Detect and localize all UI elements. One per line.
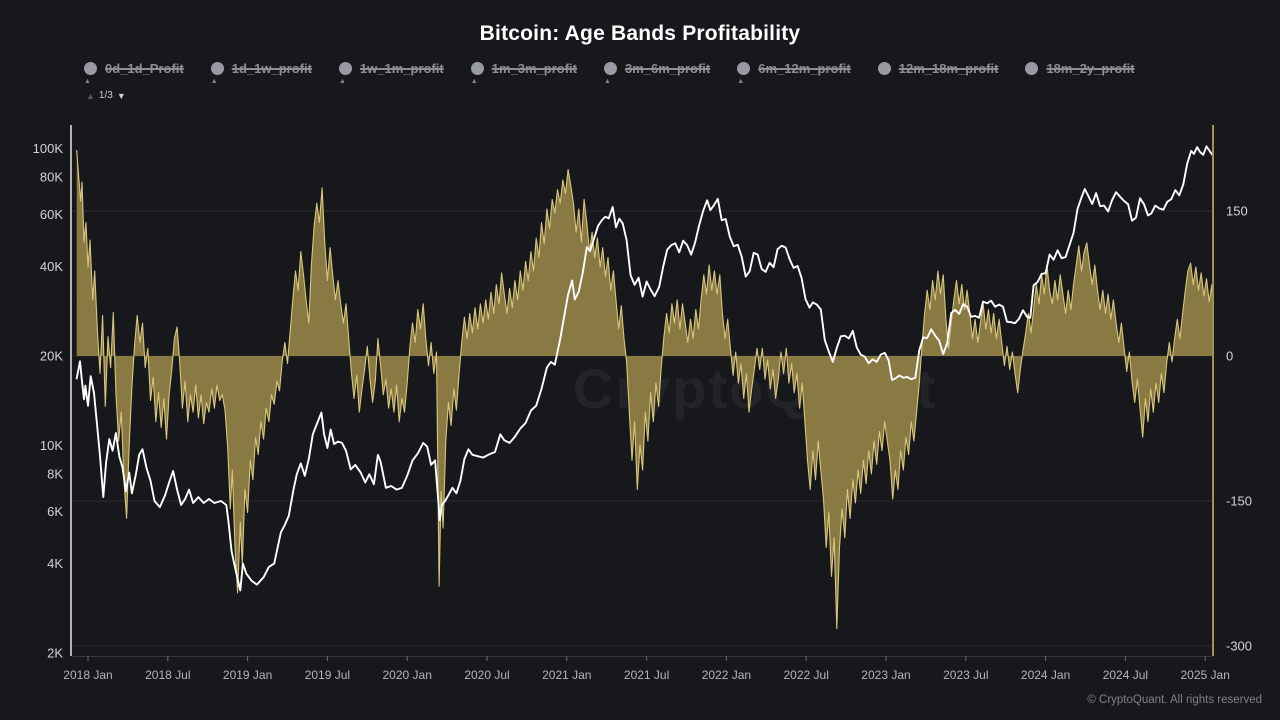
legend-item-6m_12m_profit[interactable]: 6m_12m_profit ▲ [737,61,851,85]
legend-item-marker-icon: ▲ [737,78,745,85]
legend-page-up-icon[interactable]: ▲ [86,90,95,101]
copyright-text: © CryptoQuant. All rights reserved [1087,694,1262,706]
legend-item-1d_1w_profit[interactable]: 1d_1w_profit ▲ [210,61,312,85]
legend: 0d_1d_Profit ▲ 1d_1w_profit ▲ 1w_1m_profit ▲ 1… [84,61,1260,85]
legend-dot [470,62,484,75]
legend-item-18m_2y_profit[interactable]: 18m_2y_profit [1025,61,1135,76]
legend-dot [877,62,891,75]
legend-item-1w_1m_profit[interactable]: 1w_1m_profit ▲ [338,61,444,85]
legend-dot [338,62,352,75]
legend-item-1m_3m_profit[interactable]: 1m_3m_profit ▲ [470,61,577,85]
svg-text:40K: 40K [40,259,63,274]
svg-text:2023 Jul: 2023 Jul [943,668,988,682]
right-axis-labels: 150 0 -150 -300 [1226,204,1252,654]
svg-text:2021 Jan: 2021 Jan [542,668,591,682]
svg-text:-150: -150 [1226,494,1252,509]
svg-text:60K: 60K [40,207,63,222]
svg-text:2018 Jul: 2018 Jul [145,668,190,682]
svg-text:2022 Jan: 2022 Jan [702,668,751,682]
legend-label: 3m_6m_profit [625,61,711,76]
svg-text:8K: 8K [47,467,63,482]
svg-text:2020 Jan: 2020 Jan [383,668,432,682]
legend-label: 0d_1d_Profit [105,61,184,76]
svg-text:4K: 4K [47,556,63,571]
legend-dot [1025,62,1039,75]
legend-label: 6m_12m_profit [758,61,851,76]
legend-item-marker-icon: ▲ [84,78,91,85]
svg-text:2024 Jan: 2024 Jan [1021,668,1070,682]
legend-item-marker-icon: ▲ [210,78,218,85]
legend-item-3m_6m_profit[interactable]: 3m_6m_profit ▲ [604,61,711,85]
svg-text:2019 Jul: 2019 Jul [305,668,350,682]
legend-page-indicator: 1/3 [98,90,113,101]
legend-item-12m_18m_profit[interactable]: 12m_18m_profit [877,61,999,76]
svg-text:2018 Jan: 2018 Jan [63,668,112,682]
svg-text:2024 Jul: 2024 Jul [1103,668,1148,682]
legend-dot [210,62,224,75]
profit-area-fill [76,150,1214,629]
svg-text:2023 Jan: 2023 Jan [861,668,910,682]
svg-text:100K: 100K [33,141,64,156]
svg-text:2022 Jul: 2022 Jul [784,668,829,682]
legend-item-marker-icon: ▲ [604,78,611,85]
svg-text:80K: 80K [40,170,63,185]
svg-text:2K: 2K [47,646,63,661]
legend-item-marker-icon: ▲ [338,78,346,85]
profit-area-outline [76,150,1214,630]
svg-text:-300: -300 [1226,639,1252,654]
legend-label: 12m_18m_profit [898,61,999,76]
svg-text:20K: 20K [40,349,63,364]
svg-text:2021 Jul: 2021 Jul [624,668,669,682]
legend-label: 18m_2y_profit [1046,61,1135,76]
legend-dot [737,62,751,75]
legend-label: 1d_1w_profit [231,61,312,76]
legend-pager: ▲ 1/3 ▼ [86,90,126,101]
svg-text:10K: 10K [40,438,63,453]
legend-label: 1m_3m_profit [491,61,577,76]
legend-dot [84,62,97,75]
legend-item-marker-icon: ▲ [470,78,478,85]
svg-text:0: 0 [1226,349,1233,364]
left-axis-labels: 100K 80K 60K 40K 20K 10K 8K 6K 4K 2K [33,141,64,661]
svg-text:2025 Jan: 2025 Jan [1181,668,1230,682]
legend-page-down-icon[interactable]: ▼ [116,90,126,101]
btc-price-line [75,145,1214,592]
legend-label: 1w_1m_profit [359,61,444,76]
legend-dot [604,62,617,75]
chart-title: Bitcoin: Age Bands Profitability [479,22,801,45]
svg-text:6K: 6K [47,504,63,519]
svg-text:2020 Jul: 2020 Jul [464,668,509,682]
svg-text:2019 Jan: 2019 Jan [223,668,272,682]
x-axis-labels: 2018 Jan 2018 Jul 2019 Jan 2019 Jul 2020 Jan… [63,656,1230,682]
svg-text:150: 150 [1226,204,1248,219]
legend-item-0d_1d_Profit[interactable]: 0d_1d_Profit ▲ [84,61,184,85]
